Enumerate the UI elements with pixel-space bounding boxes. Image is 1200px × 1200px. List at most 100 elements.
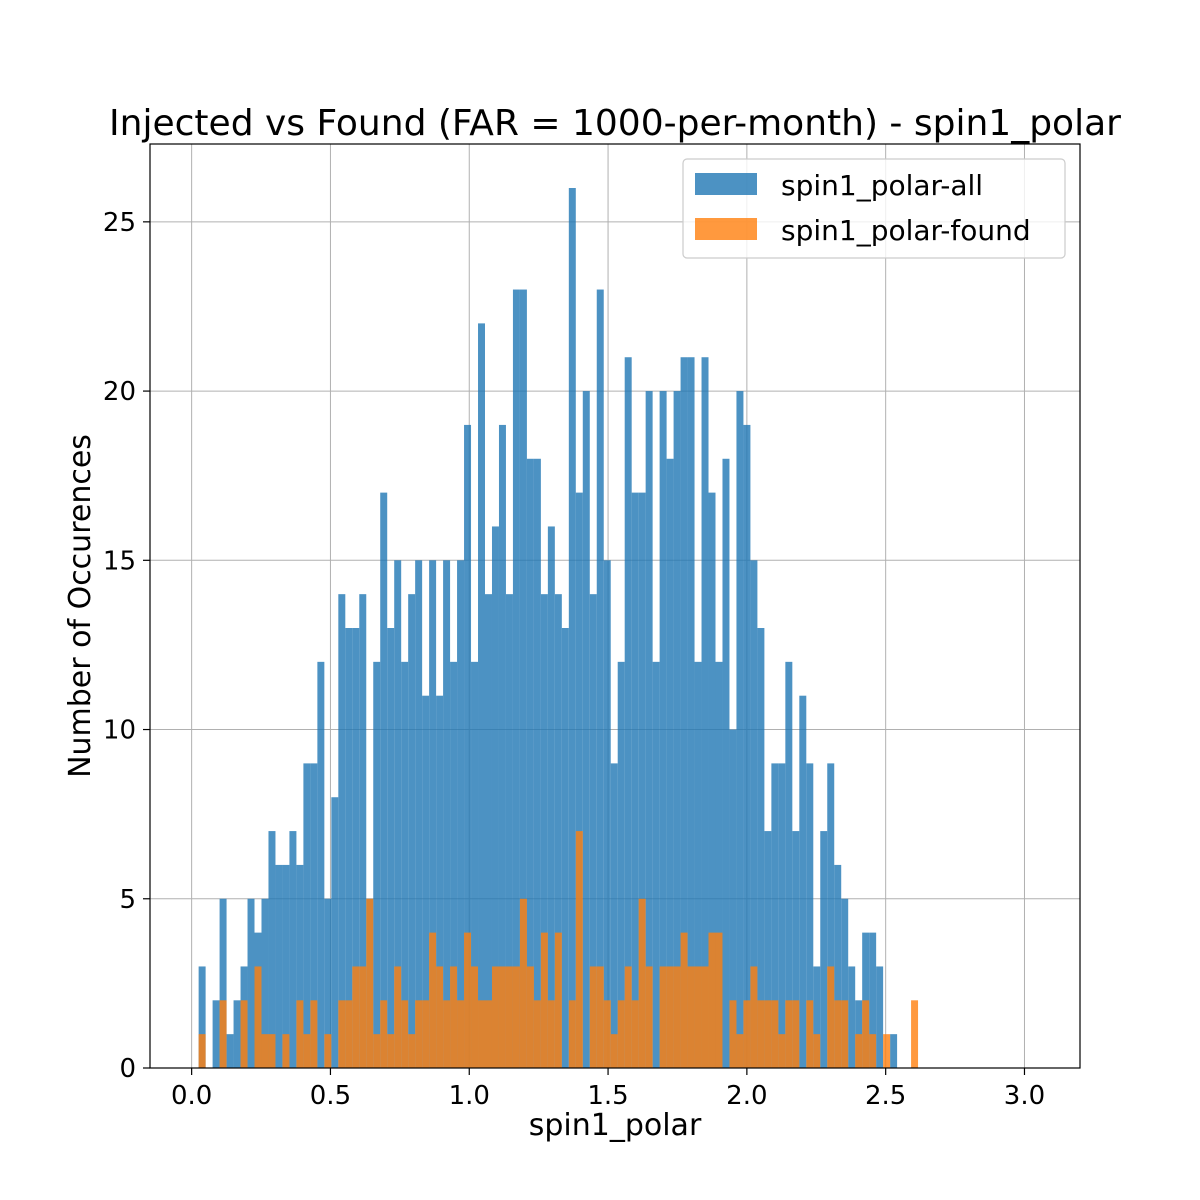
bar-found bbox=[771, 1000, 779, 1068]
legend: spin1_polar-all spin1_polar-found bbox=[682, 158, 1066, 259]
bar-all bbox=[568, 188, 576, 1068]
bar-found bbox=[282, 1034, 290, 1068]
bar-all bbox=[645, 391, 653, 1069]
bar-all bbox=[324, 898, 332, 1068]
bar-found bbox=[519, 898, 527, 1068]
bar-all bbox=[219, 898, 227, 1068]
x-axis-ticks: 0.0 0.5 1.0 1.5 2.0 2.5 3.0 bbox=[171, 1068, 1045, 1111]
bar-found bbox=[911, 1000, 919, 1068]
bar-all bbox=[869, 932, 877, 1068]
bar-all bbox=[275, 864, 283, 1068]
bar-all bbox=[484, 594, 492, 1068]
series-found-bars bbox=[198, 831, 919, 1068]
x-tick-label: 0.0 bbox=[171, 1081, 212, 1111]
bar-all bbox=[512, 289, 520, 1068]
bar-found bbox=[366, 898, 374, 1068]
bar-all bbox=[596, 289, 604, 1068]
bar-found bbox=[296, 1000, 304, 1068]
bar-found bbox=[387, 1034, 395, 1068]
bar-all bbox=[638, 492, 646, 1069]
bar-found bbox=[778, 1034, 786, 1068]
bar-all bbox=[806, 763, 814, 1068]
bar-found bbox=[862, 1000, 870, 1068]
y-tick-label: 25 bbox=[103, 208, 136, 238]
bar-all bbox=[387, 628, 395, 1068]
bar-found bbox=[806, 1000, 814, 1068]
bar-all bbox=[443, 560, 451, 1068]
bar-found bbox=[491, 966, 499, 1068]
legend-label-all: spin1_polar-all bbox=[781, 169, 983, 202]
bar-found bbox=[673, 966, 681, 1068]
bar-all bbox=[450, 661, 458, 1068]
bar-all bbox=[764, 831, 772, 1068]
bar-found bbox=[408, 1034, 416, 1068]
bar-found bbox=[478, 1000, 485, 1068]
bar-all bbox=[561, 628, 569, 1068]
bar-found bbox=[750, 966, 758, 1068]
bar-found bbox=[757, 1000, 765, 1068]
bar-all bbox=[589, 594, 597, 1068]
bar-found bbox=[338, 1000, 346, 1068]
bar-all bbox=[408, 594, 416, 1068]
bar-all bbox=[694, 661, 702, 1068]
bar-found bbox=[198, 1034, 206, 1068]
bar-all bbox=[722, 458, 730, 1068]
bar-found bbox=[729, 1000, 737, 1068]
bar-all bbox=[380, 492, 388, 1069]
chart-title: Injected vs Found (FAR = 1000-per-month)… bbox=[109, 103, 1121, 144]
bar-found bbox=[310, 1000, 318, 1068]
bar-found bbox=[631, 1000, 639, 1068]
y-axis-ticks: 0 5 10 15 20 25 bbox=[103, 208, 150, 1084]
bar-found bbox=[743, 1000, 751, 1068]
bar-all bbox=[540, 594, 548, 1068]
legend-label-found: spin1_polar-found bbox=[781, 214, 1031, 247]
bar-all bbox=[610, 763, 618, 1068]
bar-all bbox=[603, 560, 611, 1068]
bar-all bbox=[841, 898, 849, 1068]
bar-found bbox=[603, 1000, 611, 1068]
bar-all bbox=[582, 391, 590, 1069]
bar-all bbox=[785, 661, 793, 1068]
bar-found bbox=[352, 966, 360, 1068]
bar-found bbox=[359, 966, 367, 1068]
bar-found bbox=[596, 966, 604, 1068]
bar-found bbox=[457, 1000, 465, 1068]
bar-all bbox=[757, 628, 765, 1068]
bar-found bbox=[610, 1034, 618, 1068]
bar-all bbox=[268, 831, 276, 1068]
bar-all bbox=[680, 357, 688, 1068]
bar-all bbox=[394, 560, 402, 1068]
bar-all bbox=[526, 458, 534, 1068]
bar-found bbox=[394, 966, 402, 1068]
bar-all bbox=[505, 594, 513, 1068]
bar-all bbox=[827, 763, 835, 1068]
bar-found bbox=[436, 966, 444, 1068]
bar-found bbox=[715, 932, 723, 1068]
bar-all bbox=[792, 831, 800, 1068]
bar-all bbox=[687, 357, 695, 1068]
bar-found bbox=[575, 831, 583, 1068]
x-tick-label: 3.0 bbox=[1004, 1081, 1045, 1111]
bar-found bbox=[554, 932, 562, 1068]
bar-found bbox=[219, 1000, 227, 1068]
y-axis-label: Number of Occurences bbox=[63, 434, 98, 778]
bar-all bbox=[547, 526, 555, 1068]
bar-all bbox=[261, 898, 269, 1068]
x-axis-label: spin1_polar bbox=[529, 1108, 702, 1143]
bar-all bbox=[834, 864, 842, 1068]
bar-all bbox=[624, 357, 632, 1068]
bar-found bbox=[869, 1034, 877, 1068]
bar-found bbox=[834, 1000, 842, 1068]
bar-all bbox=[478, 323, 485, 1068]
bar-all bbox=[352, 628, 360, 1068]
bar-all bbox=[296, 864, 304, 1068]
bar-all bbox=[226, 1034, 234, 1068]
bar-found bbox=[464, 932, 472, 1068]
bar-found bbox=[540, 932, 548, 1068]
bar-all bbox=[289, 831, 297, 1068]
bar-found bbox=[261, 1034, 269, 1068]
bar-found bbox=[422, 1000, 430, 1068]
bar-found bbox=[792, 1000, 800, 1068]
x-tick-label: 1.5 bbox=[587, 1081, 628, 1111]
x-tick-label: 0.5 bbox=[310, 1081, 351, 1111]
